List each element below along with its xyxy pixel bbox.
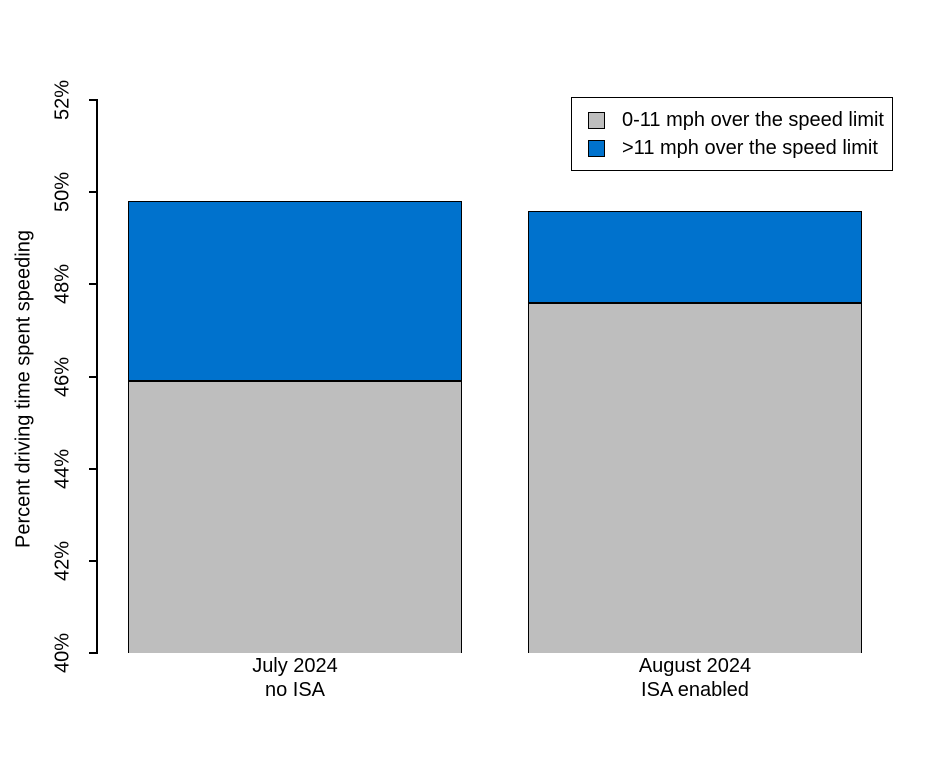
y-tick-label: 42% [51, 540, 74, 581]
x-category-label-line: no ISA [264, 679, 326, 701]
y-tick-mark [89, 191, 96, 194]
x-category-label-line: ISA enabled [641, 679, 749, 701]
bar-segment-lower [528, 302, 862, 653]
legend-item-label: >11 mph over the speed limit [622, 136, 878, 159]
y-tick-mark [89, 375, 96, 378]
y-tick-mark [89, 283, 96, 286]
bar-segment-upper [528, 210, 862, 303]
legend-swatch [588, 139, 605, 157]
legend-swatch [588, 111, 605, 129]
y-tick-mark [89, 99, 96, 101]
x-category-label: August 2024 ISA enabled [639, 654, 751, 702]
x-category-label-line: July 2024 [252, 655, 338, 677]
y-tick-label: 46% [51, 356, 74, 397]
legend-item-label: 0-11 mph over the speed limit [622, 108, 884, 131]
y-tick-label: 40% [51, 632, 74, 674]
bar-segment-upper [128, 201, 462, 382]
y-tick-label: 50% [51, 172, 74, 213]
bar-segment-lower [128, 381, 462, 653]
y-tick-label: 44% [51, 448, 74, 489]
y-tick-mark [89, 467, 96, 470]
y-tick-mark [89, 652, 96, 654]
legend: 0-11 mph over the speed limit >11 mph ove… [571, 97, 893, 171]
y-tick-label: 48% [51, 264, 74, 305]
legend-item: >11 mph over the speed limit [588, 137, 892, 160]
legend-item: 0-11 mph over the speed limit [588, 109, 892, 132]
x-category-label-line: August 2024 [638, 655, 752, 677]
y-tick-mark [89, 559, 96, 562]
y-axis-line [96, 99, 98, 654]
x-category-label: July 2024 no ISA [252, 654, 338, 702]
y-tick-label: 52% [51, 79, 74, 121]
y-axis-title: Percent driving time spent speeding [12, 229, 35, 548]
